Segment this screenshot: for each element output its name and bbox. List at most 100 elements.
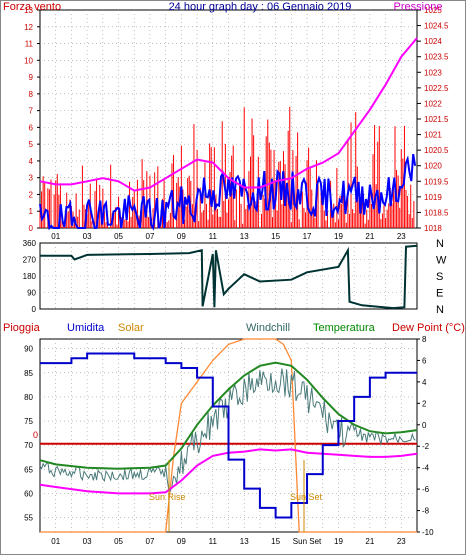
legend-temperature: Temperatura — [313, 322, 376, 334]
temperature-tick-label: -6 — [422, 485, 430, 494]
compass-label: E — [436, 288, 443, 300]
x-tick-label: Sun Set — [293, 537, 322, 546]
wind-tick-label: 3 — [29, 174, 34, 183]
wind-tick-label: 13 — [24, 6, 33, 15]
mid-grid — [40, 243, 417, 309]
x-tick-label: 05 — [114, 232, 123, 241]
compass-label: N — [436, 238, 444, 250]
wind-tick-label: 0 — [29, 224, 34, 233]
x-tick-label: 09 — [177, 232, 186, 241]
temperature-tick-label: -4 — [422, 464, 430, 473]
temperature-line — [39, 361, 418, 470]
humidity-tick-label: 60 — [24, 489, 33, 498]
wind-tick-label: 11 — [25, 40, 34, 49]
x-tick-label: 11 — [209, 537, 218, 546]
x-tick-label: 03 — [83, 232, 92, 241]
x-tick-label: 19 — [334, 537, 343, 546]
direction-tick-label: 90 — [27, 289, 36, 298]
compass-label: W — [436, 255, 447, 267]
x-tick-label: 15 — [271, 537, 280, 546]
pressure-tick-label: 1024 — [424, 37, 442, 46]
x-tick-label: 13 — [240, 537, 249, 546]
temperature-tick-label: 0 — [422, 421, 427, 430]
temperature-axis-ticks: -10 -8 -6 -4 -2 0 2 4 6 8 — [417, 335, 434, 537]
temperature-tick-label: -10 — [422, 528, 434, 537]
pressure-axis-ticks: 1018 1018.5 1019 1019.5 1020 1020.5 1021 1021.5… — [417, 6, 449, 233]
temperature-tick-label: -8 — [422, 507, 430, 516]
temperature-tick-label: 4 — [422, 378, 427, 387]
x-tick-label: 01 — [51, 232, 60, 241]
x-tick-label: 07 — [146, 537, 155, 546]
wind-avg-line — [39, 153, 417, 231]
wind-tick-label: 6 — [29, 123, 34, 132]
x-tick-label: 01 — [51, 537, 60, 546]
pressure-tick-label: 1023 — [424, 68, 442, 77]
x-tick-label: 21 — [365, 232, 374, 241]
x-tick-label: 09 — [177, 537, 186, 546]
bottom-x-ticks: 01 03 05 07 09 11 13 15 Sun Set 19 21 23 — [51, 537, 406, 546]
humidity-axis-ticks: 55 60 65 70 75 80 85 90 — [24, 345, 33, 523]
solar-line — [40, 338, 417, 533]
legend-solar: Solar — [118, 322, 144, 334]
dewpoint-line — [39, 448, 418, 495]
pressure-tick-label: 1021.5 — [424, 115, 449, 124]
pressure-tick-label: 1022.5 — [424, 84, 449, 93]
x-tick-label: 15 — [271, 232, 280, 241]
legend-dewpoint: Dew Point (°C) — [392, 322, 465, 334]
pressure-tick-label: 1020 — [424, 162, 442, 171]
pressure-axis-title: Pressione — [394, 1, 443, 13]
humidity-tick-label: 70 — [24, 441, 33, 450]
pressure-tick-label: 1019 — [424, 193, 442, 202]
direction-tick-label: 270 — [23, 256, 37, 265]
humidity-tick-label: 65 — [24, 465, 33, 474]
x-tick-label: 13 — [240, 232, 249, 241]
pressure-tick-label: 1019.5 — [424, 177, 449, 186]
pressure-tick-label: 1025 — [424, 6, 442, 15]
wind-axis-title: Forza vento — [3, 1, 61, 13]
humidity-tick-label: 85 — [24, 369, 33, 378]
direction-tick-label: 0 — [32, 305, 37, 314]
legend-humidity: Umidita — [67, 322, 105, 334]
pressure-tick-label: 1024.5 — [424, 22, 449, 31]
humidity-tick-label: 80 — [24, 393, 33, 402]
temperature-tick-label: 2 — [422, 399, 427, 408]
wind-tick-label: 7 — [29, 107, 34, 116]
humidity-tick-label: 55 — [24, 514, 33, 523]
wind-tick-label: 4 — [29, 157, 34, 166]
x-tick-label: 05 — [114, 537, 123, 546]
humidity-line — [40, 352, 417, 519]
direction-tick-label: 360 — [23, 239, 37, 248]
humidity-tick-label: 75 — [24, 417, 33, 426]
wind-tick-label: 12 — [24, 23, 33, 32]
pressure-tick-label: 1022 — [424, 99, 442, 108]
pressure-tick-label: 1018.5 — [424, 208, 449, 217]
pressure-tick-label: 1023.5 — [424, 53, 449, 62]
direction-axis-ticks: 0 90 180 270 360 — [23, 239, 37, 314]
wind-tick-label: 5 — [29, 140, 34, 149]
compass-label: S — [436, 271, 443, 283]
wind-tick-label: 10 — [24, 56, 33, 65]
temperature-tick-label: -2 — [422, 442, 430, 451]
wind-tick-label: 9 — [29, 73, 34, 82]
compass-label: N — [436, 304, 444, 316]
pressure-tick-label: 1018 — [424, 224, 442, 233]
rain-zero-label: 0 — [33, 430, 38, 440]
humidity-tick-label: 90 — [24, 345, 33, 354]
legend-windchill: Windchill — [246, 322, 290, 334]
x-tick-label: 23 — [397, 232, 406, 241]
temperature-tick-label: 6 — [422, 356, 427, 365]
wind-tick-label: 8 — [29, 90, 34, 99]
pressure-tick-label: 1021 — [424, 131, 442, 140]
temperature-tick-label: 8 — [422, 335, 427, 344]
chart-title: 24 hour graph day : 06 Gennaio 2019 — [169, 1, 352, 13]
top-x-ticks: 01 03 05 07 09 11 13 15 17 19 21 23 — [51, 232, 406, 241]
legend-rain: Pioggia — [3, 322, 41, 334]
direction-tick-label: 180 — [23, 272, 37, 281]
x-tick-label: 19 — [334, 232, 343, 241]
